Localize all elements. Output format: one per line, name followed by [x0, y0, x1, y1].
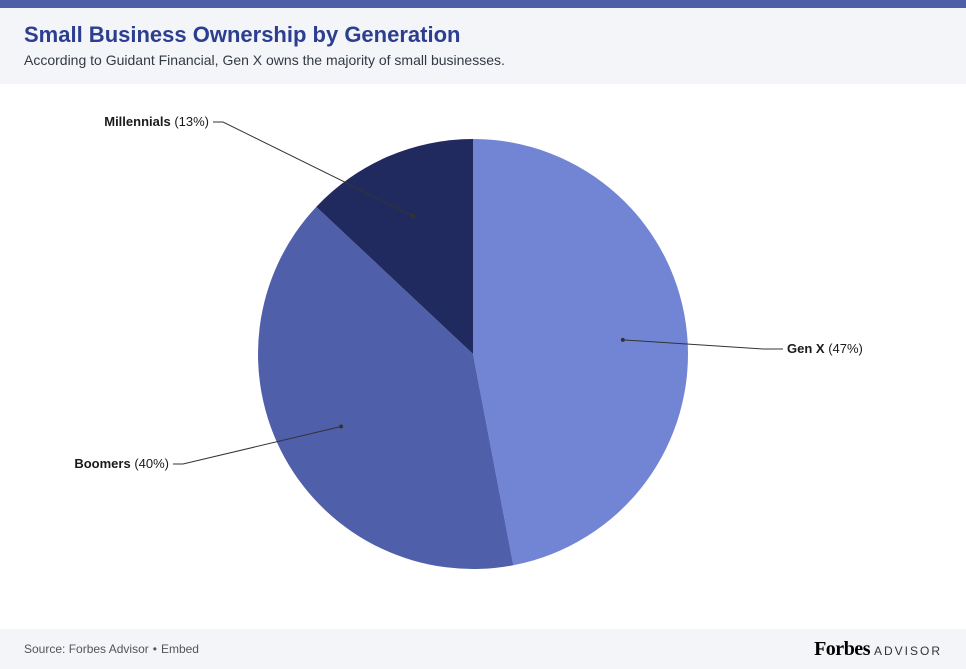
footer-source: Source: Forbes Advisor • Embed [24, 642, 199, 656]
slice-label-gen-x: Gen X (47%) [787, 341, 863, 356]
leader-dot [411, 214, 415, 218]
chart-title: Small Business Ownership by Generation [24, 22, 942, 48]
pie-chart: Gen X (47%) Boomers (40%) Millennials (13%… [43, 84, 923, 604]
slice-label-millennials: Millennials (13%) [104, 114, 209, 129]
chart-card: Small Business Ownership by Generation A… [0, 0, 966, 669]
card-header: Small Business Ownership by Generation A… [0, 8, 966, 84]
source-prefix: Source: [24, 642, 69, 656]
top-accent-bar [0, 0, 966, 8]
brand-forbes: Forbes [814, 638, 870, 661]
leader-dot [339, 425, 343, 429]
embed-link[interactable]: Embed [161, 642, 199, 656]
pie-slice-gen-x [473, 139, 688, 565]
source-link[interactable]: Forbes Advisor [69, 642, 149, 656]
chart-subtitle: According to Guidant Financial, Gen X ow… [24, 52, 942, 68]
card-footer: Source: Forbes Advisor • Embed Forbes ADVI… [0, 629, 966, 669]
separator-dot: • [153, 642, 157, 656]
brand-logo: Forbes ADVISOR [814, 638, 942, 661]
brand-advisor: ADVISOR [874, 644, 942, 658]
slice-label-boomers: Boomers (40%) [74, 456, 169, 471]
chart-area: Gen X (47%) Boomers (40%) Millennials (13%… [0, 84, 966, 604]
leader-dot [621, 338, 625, 342]
